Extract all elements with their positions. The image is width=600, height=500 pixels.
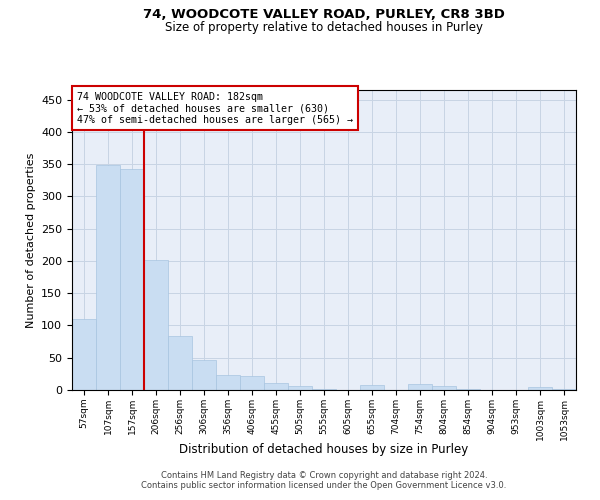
Bar [216,375,240,390]
Bar [528,388,552,390]
Bar [408,384,432,390]
Bar [264,383,288,390]
Bar [456,388,480,390]
Bar [96,166,120,390]
Text: Contains HM Land Registry data © Crown copyright and database right 2024.: Contains HM Land Registry data © Crown c… [161,471,487,480]
Text: Size of property relative to detached houses in Purley: Size of property relative to detached ho… [165,21,483,34]
Bar [168,336,192,390]
Bar [432,386,456,390]
Bar [192,360,216,390]
Text: Distribution of detached houses by size in Purley: Distribution of detached houses by size … [179,442,469,456]
Bar [144,260,168,390]
Bar [72,319,96,390]
Bar [240,376,264,390]
Y-axis label: Number of detached properties: Number of detached properties [26,152,35,328]
Bar [120,170,144,390]
Bar [360,386,384,390]
Text: 74, WOODCOTE VALLEY ROAD, PURLEY, CR8 3BD: 74, WOODCOTE VALLEY ROAD, PURLEY, CR8 3B… [143,8,505,20]
Text: 74 WOODCOTE VALLEY ROAD: 182sqm
← 53% of detached houses are smaller (630)
47% o: 74 WOODCOTE VALLEY ROAD: 182sqm ← 53% of… [77,92,353,124]
Bar [552,388,576,390]
Text: Contains public sector information licensed under the Open Government Licence v3: Contains public sector information licen… [142,481,506,490]
Bar [288,386,312,390]
